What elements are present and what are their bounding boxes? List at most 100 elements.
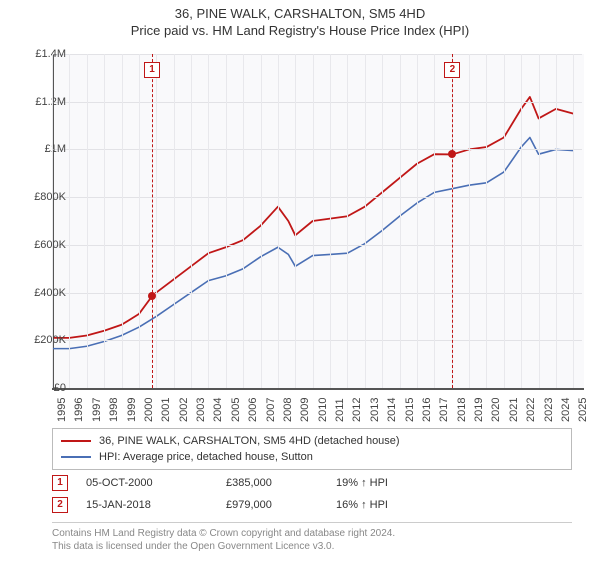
- x-axis-label: 2021: [508, 398, 520, 422]
- grid-line: [52, 340, 582, 341]
- grid-line: [139, 54, 140, 388]
- legend-item: HPI: Average price, detached house, Sutt…: [61, 449, 563, 465]
- grid-line: [295, 54, 296, 388]
- grid-line: [52, 197, 582, 198]
- grid-line: [347, 54, 348, 388]
- y-axis-label: £1M: [16, 143, 66, 155]
- x-axis-label: 2016: [421, 398, 433, 422]
- sale-price: £979,000: [226, 499, 336, 511]
- legend-label: HPI: Average price, detached house, Sutt…: [99, 451, 313, 463]
- y-axis-label: £200K: [16, 334, 66, 346]
- x-axis-label: 2024: [560, 398, 572, 422]
- y-axis-label: £1.2M: [16, 96, 66, 108]
- grid-line: [382, 54, 383, 388]
- x-axis-label: 2019: [473, 398, 485, 422]
- y-axis-label: £1.4M: [16, 48, 66, 60]
- grid-line: [52, 54, 53, 388]
- x-axis-label: 1997: [91, 398, 103, 422]
- grid-line: [573, 54, 574, 388]
- x-axis-label: 2010: [317, 398, 329, 422]
- grid-line: [521, 54, 522, 388]
- grid-line: [122, 54, 123, 388]
- x-axis-label: 2003: [195, 398, 207, 422]
- grid-line: [156, 54, 157, 388]
- x-axis-label: 1995: [56, 398, 68, 422]
- event-dot: [448, 150, 456, 158]
- grid-line: [313, 54, 314, 388]
- grid-line: [52, 245, 582, 246]
- grid-line: [556, 54, 557, 388]
- grid-line: [261, 54, 262, 388]
- legend-swatch: [61, 456, 91, 458]
- x-axis-label: 2011: [334, 398, 346, 422]
- grid-line: [52, 149, 582, 150]
- event-dot: [148, 292, 156, 300]
- grid-line: [278, 54, 279, 388]
- grid-line: [400, 54, 401, 388]
- chart-container: { "title": "36, PINE WALK, CARSHALTON, S…: [0, 6, 600, 566]
- x-axis-label: 2015: [404, 398, 416, 422]
- legend-item: 36, PINE WALK, CARSHALTON, SM5 4HD (deta…: [61, 433, 563, 449]
- x-axis-label: 2008: [282, 398, 294, 422]
- grid-line: [208, 54, 209, 388]
- table-row: 1 05-OCT-2000 £385,000 19% ↑ HPI: [52, 472, 572, 494]
- grid-line: [174, 54, 175, 388]
- grid-line: [469, 54, 470, 388]
- y-axis-label: £0: [16, 382, 66, 394]
- sale-date: 15-JAN-2018: [86, 499, 226, 511]
- y-axis-label: £400K: [16, 287, 66, 299]
- grid-line: [69, 54, 70, 388]
- x-axis-label: 2025: [577, 398, 589, 422]
- x-axis-label: 1996: [73, 398, 85, 422]
- legend: 36, PINE WALK, CARSHALTON, SM5 4HD (deta…: [52, 428, 572, 470]
- x-axis-label: 1998: [108, 398, 120, 422]
- table-row: 2 15-JAN-2018 £979,000 16% ↑ HPI: [52, 494, 572, 516]
- grid-line: [417, 54, 418, 388]
- x-axis-label: 2022: [525, 398, 537, 422]
- sale-date: 05-OCT-2000: [86, 477, 226, 489]
- footer-line: This data is licensed under the Open Gov…: [52, 540, 572, 553]
- footer-attribution: Contains HM Land Registry data © Crown c…: [52, 522, 572, 553]
- x-axis-label: 2002: [178, 398, 190, 422]
- grid-line: [365, 54, 366, 388]
- x-axis-label: 2017: [438, 398, 450, 422]
- legend-label: 36, PINE WALK, CARSHALTON, SM5 4HD (deta…: [99, 435, 400, 447]
- event-marker-badge: 1: [52, 475, 68, 491]
- x-axis-label: 2014: [386, 398, 398, 422]
- sale-price: £385,000: [226, 477, 336, 489]
- x-axis-label: 2023: [543, 398, 555, 422]
- footer-line: Contains HM Land Registry data © Crown c…: [52, 527, 572, 540]
- chart-subtitle: Price paid vs. HM Land Registry's House …: [0, 23, 600, 38]
- sale-pct: 19% ↑ HPI: [336, 477, 446, 489]
- grid-line: [330, 54, 331, 388]
- x-axis-label: 2018: [456, 398, 468, 422]
- x-axis-label: 2012: [351, 398, 363, 422]
- x-axis-label: 2006: [247, 398, 259, 422]
- x-axis-label: 2013: [369, 398, 381, 422]
- x-axis-label: 2020: [490, 398, 502, 422]
- legend-swatch: [61, 440, 91, 442]
- x-axis-label: 2009: [299, 398, 311, 422]
- x-axis-label: 2004: [212, 398, 224, 422]
- event-marker-badge: 1: [144, 62, 160, 78]
- event-marker-line: [452, 54, 453, 388]
- y-axis-label: £600K: [16, 239, 66, 251]
- event-marker-badge: 2: [444, 62, 460, 78]
- chart-title: 36, PINE WALK, CARSHALTON, SM5 4HD: [0, 6, 600, 21]
- grid-line: [191, 54, 192, 388]
- grid-line: [226, 54, 227, 388]
- grid-line: [539, 54, 540, 388]
- x-axis-label: 1999: [126, 398, 138, 422]
- x-axis-label: 2005: [230, 398, 242, 422]
- x-axis-label: 2007: [265, 398, 277, 422]
- x-axis-label: 2000: [143, 398, 155, 422]
- grid-line: [104, 54, 105, 388]
- grid-line: [52, 102, 582, 103]
- chart-svg: [52, 54, 582, 388]
- x-axis-label: 2001: [160, 398, 172, 422]
- grid-line: [87, 54, 88, 388]
- sales-table: 1 05-OCT-2000 £385,000 19% ↑ HPI 2 15-JA…: [52, 472, 572, 516]
- y-axis-label: £800K: [16, 191, 66, 203]
- grid-line: [52, 293, 582, 294]
- grid-line: [434, 54, 435, 388]
